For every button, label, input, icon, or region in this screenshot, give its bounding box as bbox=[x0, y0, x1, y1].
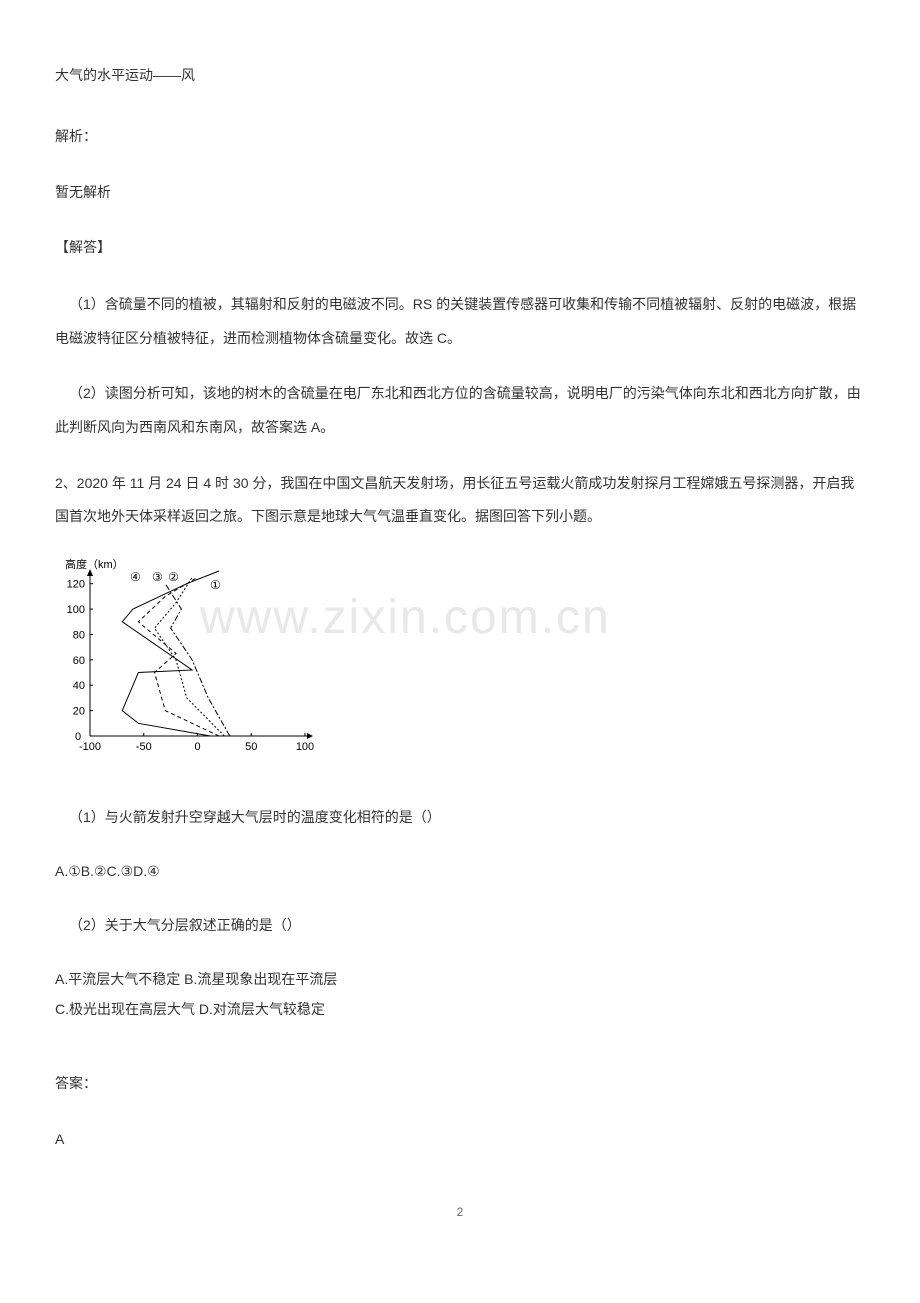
solution-paragraph-2: （2）读图分析可知，该地的树木的含硫量在电厂东北和西北方位的含硫量较高，说明电厂… bbox=[55, 377, 865, 444]
svg-text:①: ① bbox=[210, 578, 221, 592]
header-line: 大气的水平运动——风 bbox=[55, 60, 865, 91]
page-number: 2 bbox=[457, 1205, 464, 1219]
answer-block: 答案： A bbox=[55, 1068, 865, 1155]
svg-text:0: 0 bbox=[194, 741, 200, 753]
svg-text:-50: -50 bbox=[136, 741, 152, 753]
svg-text:20: 20 bbox=[73, 705, 85, 717]
analysis-label: 解析： bbox=[55, 121, 865, 152]
option-d-text: D.对流层大气较稳定 bbox=[199, 1001, 325, 1017]
svg-text:②: ② bbox=[168, 570, 179, 584]
analysis-text: 暂无解析 bbox=[55, 177, 865, 208]
solution-paragraph-1: （1）含硫量不同的植被，其辐射和反射的电磁波不同。RS 的关键装置传感器可收集和… bbox=[55, 288, 865, 355]
answer-label: 答案： bbox=[55, 1068, 865, 1099]
question-1-text: （1）与火箭发射升空穿越大气层时的温度变化相符的是（） bbox=[55, 801, 865, 835]
svg-text:④: ④ bbox=[130, 570, 141, 584]
svg-text:-100: -100 bbox=[79, 741, 101, 753]
question-2-options: A.平流层大气不稳定 B.流星现象出现在平流层 C.极光出现在高层大气 D.对流… bbox=[55, 965, 865, 1023]
temperature-altitude-chart: 020406080100120-100-50050100高度（km）温度（℃）④… bbox=[55, 556, 865, 776]
svg-text:50: 50 bbox=[245, 741, 257, 753]
option-a-text: A.平流层大气不稳定 bbox=[55, 971, 180, 987]
svg-text:40: 40 bbox=[73, 680, 85, 692]
option-b-text: B.流星现象出现在平流层 bbox=[184, 971, 337, 987]
chart-svg: 020406080100120-100-50050100高度（km）温度（℃）④… bbox=[55, 556, 315, 776]
svg-text:100: 100 bbox=[67, 604, 85, 616]
option-c: C.极光出现在高层大气 D.对流层大气较稳定 bbox=[55, 995, 865, 1023]
svg-text:高度（km）: 高度（km） bbox=[65, 557, 124, 571]
question-2-text: （2）关于大气分层叙述正确的是（） bbox=[55, 909, 865, 943]
answer-value: A bbox=[55, 1124, 865, 1155]
question2-intro: 2、2020 年 11 月 24 日 4 时 30 分，我国在中国文昌航天发射场… bbox=[55, 467, 865, 534]
svg-text:③: ③ bbox=[152, 570, 163, 584]
option-a: A.平流层大气不稳定 B.流星现象出现在平流层 bbox=[55, 965, 865, 993]
svg-text:100: 100 bbox=[296, 741, 314, 753]
svg-text:120: 120 bbox=[67, 578, 85, 590]
svg-text:60: 60 bbox=[73, 655, 85, 667]
svg-text:80: 80 bbox=[73, 629, 85, 641]
option-c-text: C.极光出现在高层大气 bbox=[55, 1001, 195, 1017]
question-1-options: A.①B.②C.③D.④ bbox=[55, 856, 865, 887]
solution-label: 【解答】 bbox=[55, 232, 865, 263]
